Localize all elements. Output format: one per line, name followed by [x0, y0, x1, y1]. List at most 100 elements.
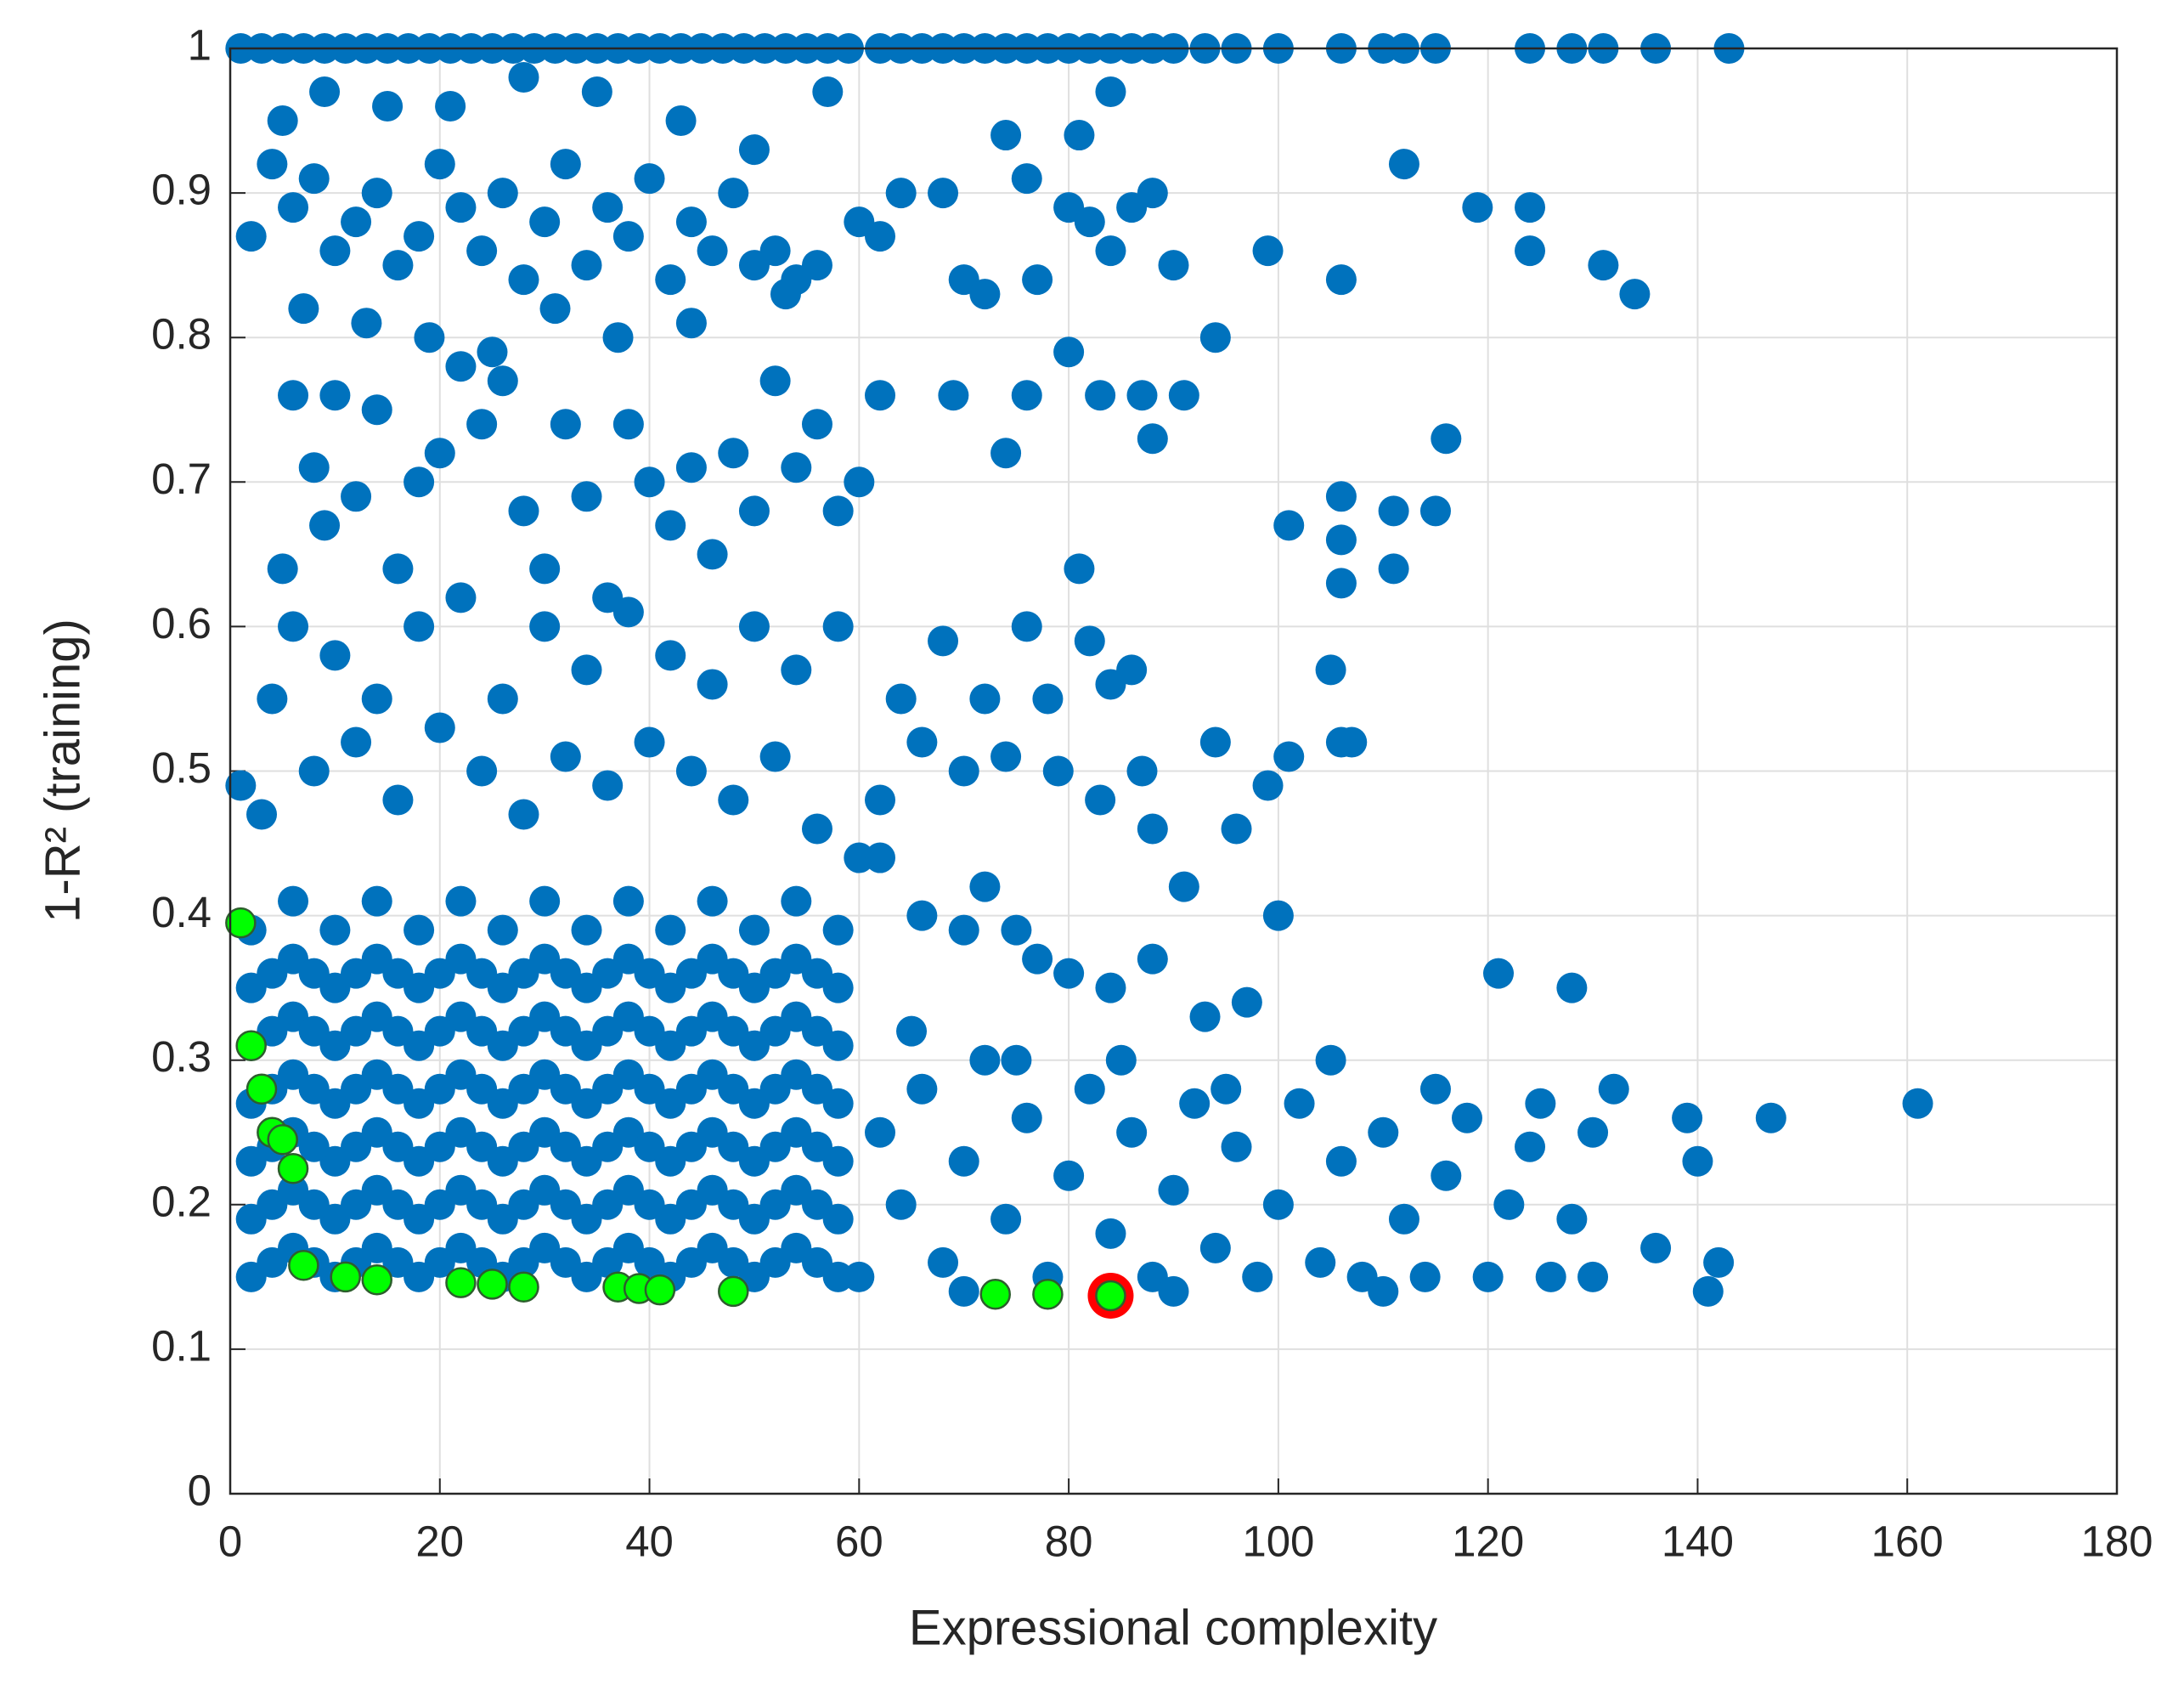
point — [665, 105, 697, 137]
point — [1588, 250, 1619, 281]
y-tick-label: 0.5 — [151, 743, 212, 792]
point — [351, 308, 382, 339]
point — [372, 91, 404, 122]
point — [655, 510, 686, 541]
point — [1577, 1261, 1609, 1292]
point — [1556, 972, 1588, 1003]
point — [634, 1015, 665, 1047]
point — [477, 336, 508, 368]
y-tick-label: 0.9 — [151, 166, 212, 214]
point — [1515, 192, 1546, 223]
point — [801, 409, 832, 440]
y-tick-label: 0.6 — [151, 599, 212, 647]
point — [1095, 1280, 1126, 1312]
point — [675, 958, 707, 989]
point — [612, 596, 644, 628]
point — [1368, 1275, 1399, 1307]
point — [906, 900, 938, 931]
point — [466, 235, 498, 267]
point — [979, 1279, 1011, 1310]
point — [571, 250, 602, 281]
point — [612, 885, 644, 917]
point — [466, 958, 498, 989]
point — [1011, 163, 1042, 195]
point — [298, 452, 330, 483]
point — [1325, 568, 1357, 599]
point — [592, 1246, 624, 1278]
point — [644, 1274, 676, 1306]
point — [382, 553, 414, 585]
point — [1431, 423, 1462, 455]
point — [1011, 611, 1042, 642]
point — [865, 842, 896, 873]
point — [466, 409, 498, 440]
point — [361, 1264, 392, 1296]
point — [1419, 495, 1451, 527]
point — [550, 1246, 581, 1278]
y-tick-label: 1 — [188, 20, 212, 69]
point — [759, 1246, 791, 1278]
point — [278, 885, 309, 917]
point — [1042, 755, 1074, 787]
point — [759, 1189, 791, 1220]
point — [906, 1073, 938, 1105]
point — [550, 1189, 581, 1220]
point — [896, 1015, 928, 1047]
point — [1640, 1232, 1672, 1263]
point — [655, 640, 686, 671]
point — [1556, 1203, 1588, 1235]
point — [445, 192, 477, 223]
point — [801, 1015, 832, 1047]
point — [1137, 178, 1168, 209]
point — [969, 871, 1001, 902]
point — [341, 206, 372, 238]
point — [1199, 726, 1231, 758]
point — [581, 76, 612, 108]
point — [592, 958, 624, 989]
point — [1074, 625, 1105, 657]
point — [718, 1015, 749, 1047]
point — [435, 91, 466, 122]
point — [990, 120, 1022, 151]
point — [612, 221, 644, 252]
point — [267, 1124, 298, 1156]
point — [1011, 1102, 1042, 1133]
point — [529, 553, 561, 585]
point — [571, 914, 602, 946]
point — [948, 914, 979, 946]
point — [948, 1145, 979, 1177]
point — [1022, 943, 1053, 975]
point — [1577, 1116, 1609, 1148]
point — [298, 755, 330, 787]
point — [1378, 553, 1409, 585]
point — [718, 178, 749, 209]
point — [508, 799, 539, 830]
point — [655, 914, 686, 946]
point — [319, 235, 351, 267]
point — [928, 1246, 959, 1278]
point — [298, 1189, 330, 1220]
point — [424, 1246, 455, 1278]
point — [309, 510, 341, 541]
point — [225, 770, 257, 801]
point — [382, 1015, 414, 1047]
x-tick-label: 160 — [1871, 1517, 1944, 1565]
point — [341, 958, 372, 989]
point — [928, 625, 959, 657]
point — [298, 1073, 330, 1105]
point — [382, 1189, 414, 1220]
point — [445, 885, 477, 917]
y-tick-label: 0 — [188, 1466, 212, 1514]
point — [697, 539, 728, 570]
point — [738, 914, 770, 946]
point — [508, 1073, 539, 1105]
point — [1179, 1088, 1211, 1119]
point — [445, 351, 477, 382]
y-tick-label: 0.3 — [151, 1032, 212, 1081]
point — [602, 322, 634, 353]
point — [1189, 1001, 1221, 1032]
point — [1325, 481, 1357, 512]
point — [1619, 279, 1651, 310]
x-tick-label: 40 — [625, 1517, 674, 1565]
